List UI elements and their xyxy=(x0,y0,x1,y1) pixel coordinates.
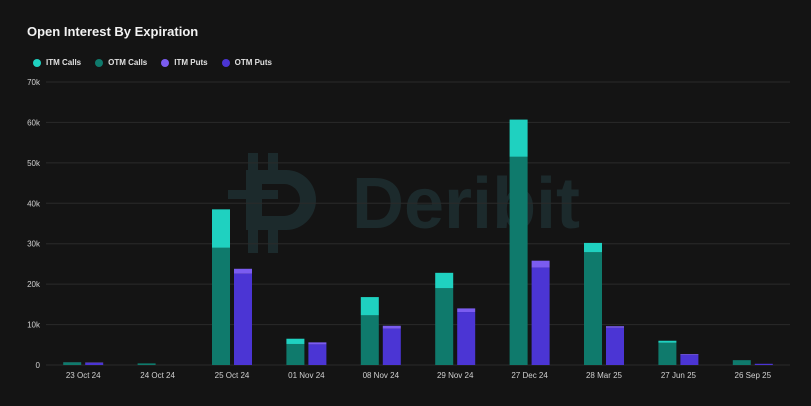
bar-otm-calls xyxy=(584,252,602,365)
x-tick-label: 25 Oct 24 xyxy=(215,371,250,380)
bar-otm-calls xyxy=(63,362,82,365)
legend-swatch-otm-calls xyxy=(95,58,104,67)
bar-itm-calls xyxy=(584,242,602,253)
legend-label-itm-calls: ITM Calls xyxy=(46,58,82,67)
x-tick-label: 08 Nov 24 xyxy=(363,371,400,380)
y-tick-label: 0 xyxy=(36,361,41,370)
bar-itm-puts xyxy=(606,326,624,328)
bar-itm-calls xyxy=(509,119,528,157)
x-tick-label: 29 Nov 24 xyxy=(437,371,474,380)
bar-otm-calls xyxy=(360,315,379,365)
bar-itm-calls xyxy=(658,340,677,343)
y-tick-label: 70k xyxy=(27,78,41,87)
watermark-logo-stem xyxy=(268,228,278,253)
bar-itm-calls xyxy=(435,272,454,289)
bar-itm-calls xyxy=(212,209,230,248)
bar-otm-puts xyxy=(382,328,401,365)
bar-otm-calls xyxy=(212,247,230,365)
bar-itm-puts xyxy=(308,342,327,345)
bar-otm-puts xyxy=(531,267,550,365)
bar-itm-calls xyxy=(286,338,305,344)
x-tick-label: 26 Sep 25 xyxy=(735,371,772,380)
bar-itm-puts xyxy=(531,260,550,268)
x-tick-label: 01 Nov 24 xyxy=(288,371,325,380)
bar-otm-puts xyxy=(754,363,773,365)
bars xyxy=(63,119,773,365)
bar-otm-calls xyxy=(137,363,156,365)
bar-otm-puts xyxy=(308,344,327,365)
x-tick-label: 23 Oct 24 xyxy=(66,371,101,380)
legend-label-otm-puts: OTM Puts xyxy=(234,58,272,67)
legend-item-itm-puts[interactable]: ITM Puts xyxy=(161,58,208,67)
bar-itm-puts xyxy=(382,325,401,329)
watermark-logo-bar xyxy=(228,190,278,199)
legend-item-otm-puts[interactable]: OTM Puts xyxy=(221,58,272,67)
y-tick-label: 20k xyxy=(27,280,41,289)
y-axis: 0 10k 20k 30k 40k 50k 60k 70k xyxy=(27,78,41,370)
x-tick-label: 28 Mar 25 xyxy=(586,371,623,380)
bar-otm-calls xyxy=(732,360,751,365)
bar-otm-puts xyxy=(606,327,624,365)
y-tick-label: 50k xyxy=(27,159,41,168)
chart-title: Open Interest By Expiration xyxy=(27,24,199,39)
bar-otm-calls xyxy=(435,288,454,365)
x-tick-label: 24 Oct 24 xyxy=(140,371,175,380)
bar-itm-calls xyxy=(360,297,379,316)
bar-otm-puts xyxy=(457,312,476,365)
bar-itm-puts xyxy=(680,354,699,355)
bar-otm-puts xyxy=(85,362,104,365)
y-tick-label: 10k xyxy=(27,321,41,330)
watermark-logo-d xyxy=(246,170,316,230)
bar-itm-puts xyxy=(234,268,252,274)
legend-swatch-itm-puts xyxy=(161,58,170,67)
bar-otm-puts xyxy=(680,354,699,365)
watermark-text: Deribit xyxy=(352,164,580,244)
watermark-logo-stem xyxy=(248,228,258,253)
y-tick-label: 60k xyxy=(27,118,41,127)
legend-swatch-itm-calls xyxy=(33,58,41,67)
x-tick-label: 27 Dec 24 xyxy=(511,371,548,380)
x-tick-label: 27 Jun 25 xyxy=(661,371,697,380)
bar-otm-calls xyxy=(658,342,677,365)
bar-itm-puts xyxy=(457,308,476,313)
bar-otm-puts xyxy=(234,273,252,365)
legend: ITM Calls OTM Calls ITM Puts OTM Puts xyxy=(33,58,272,67)
bar-otm-calls xyxy=(286,343,305,365)
legend-item-itm-calls[interactable]: ITM Calls xyxy=(33,58,81,67)
y-tick-label: 30k xyxy=(27,240,41,249)
gridlines xyxy=(46,81,790,366)
legend-swatch-otm-puts xyxy=(221,58,230,67)
legend-label-itm-puts: ITM Puts xyxy=(174,58,208,67)
x-axis: 23 Oct 24 24 Oct 24 25 Oct 24 01 Nov 24 08 N… xyxy=(66,371,772,380)
legend-label-otm-calls: OTM Calls xyxy=(108,58,148,67)
y-tick-label: 40k xyxy=(27,199,41,208)
legend-item-otm-calls[interactable]: OTM Calls xyxy=(95,58,147,67)
bar-otm-calls xyxy=(509,156,528,365)
